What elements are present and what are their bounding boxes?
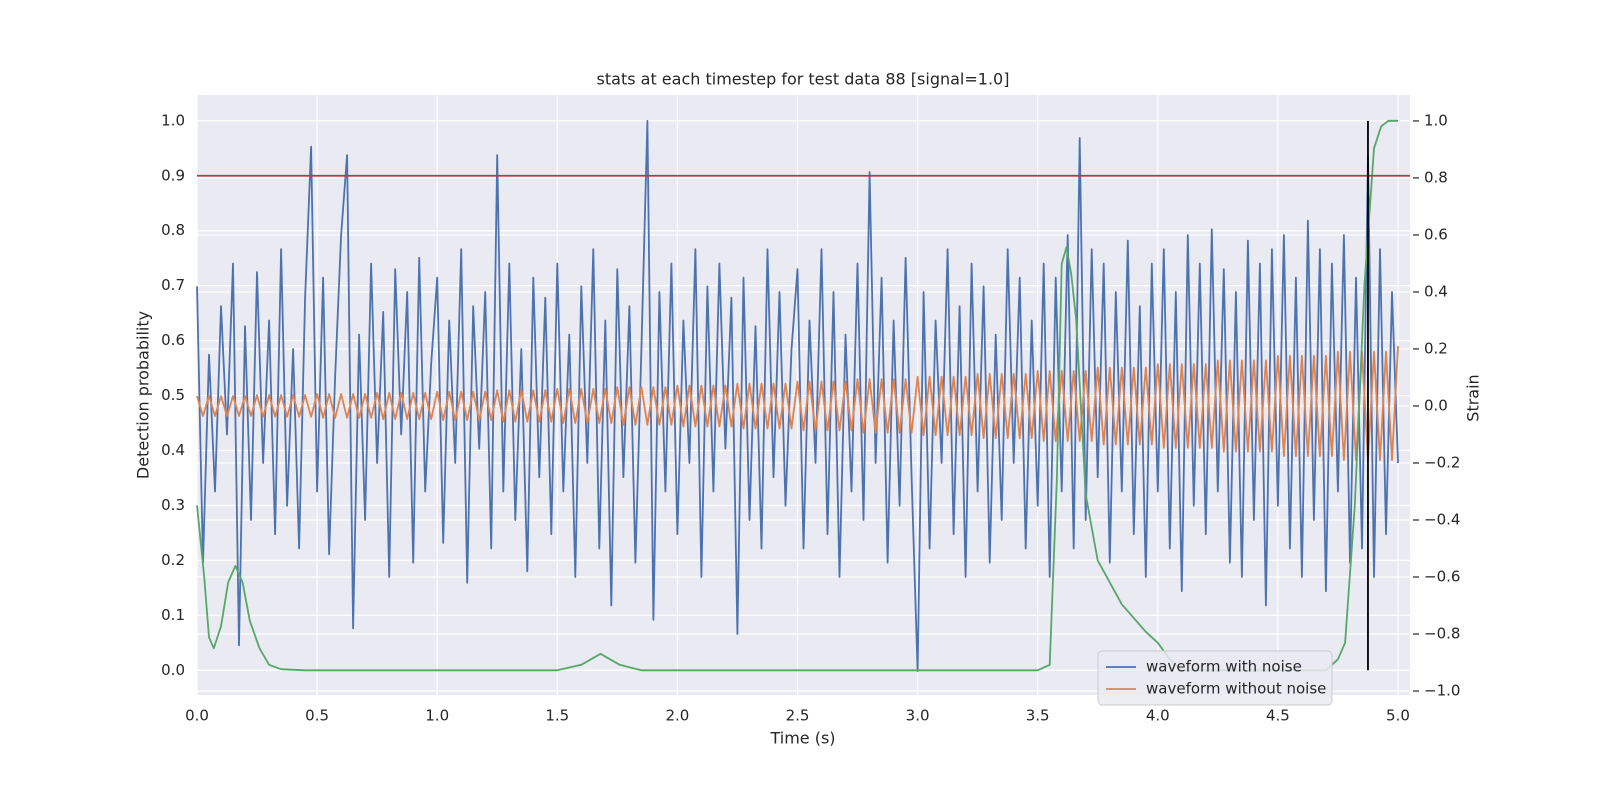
y-tick-label: 0.3 [161, 496, 185, 514]
x-tick-label: 3.5 [1026, 707, 1050, 725]
x-tick-label: 0.5 [305, 707, 329, 725]
legend-box [1097, 650, 1333, 706]
y2-tick-label: 0.2 [1424, 339, 1448, 357]
series-line [196, 346, 1399, 462]
x-axis-label: Time (s) [769, 729, 835, 748]
y2-axis-label: Strain [1464, 374, 1483, 421]
legend-label: waveform without noise [1146, 680, 1326, 698]
x-tick-label: 4.0 [1146, 707, 1170, 725]
y2-tick-label: −0.6 [1424, 567, 1460, 585]
x-tick-label: 3.0 [906, 707, 930, 725]
y-tick-label: 0.5 [161, 386, 185, 404]
x-tick-label: 2.0 [665, 707, 689, 725]
legend-label: waveform with noise [1146, 658, 1302, 676]
y-tick-label: 1.0 [161, 111, 185, 129]
x-tick-label: 1.5 [545, 707, 569, 725]
series-line [196, 120, 1399, 672]
chart-title: stats at each timestep for test data 88 … [597, 70, 1010, 89]
y2-tick-label: −1.0 [1424, 682, 1460, 700]
y2-tick-label: −0.2 [1424, 453, 1460, 471]
y-tick-label: 0.2 [161, 551, 185, 569]
y2-tick-label: 0.6 [1424, 225, 1448, 243]
x-tick-label: 0.0 [185, 707, 209, 725]
y-tick-label: 0.0 [161, 661, 185, 679]
legend: waveform with noise waveform without nois… [1097, 650, 1333, 706]
y2-tick-label: −0.8 [1424, 625, 1460, 643]
x-tick-label: 4.5 [1266, 707, 1290, 725]
y2-tick-label: 0.0 [1424, 396, 1448, 414]
x-tick-label: 1.0 [425, 707, 449, 725]
y-tick-label: 0.9 [161, 166, 185, 184]
y2-tick-label: 0.4 [1424, 282, 1448, 300]
y-tick-label: 0.1 [161, 606, 185, 624]
y2-tick-label: −0.4 [1424, 510, 1460, 528]
y-tick-label: 0.7 [161, 276, 185, 294]
y2-tick-label: 1.0 [1424, 111, 1448, 129]
y2-tick-label: 0.8 [1424, 168, 1448, 186]
y-tick-label: 0.6 [161, 331, 185, 349]
y-tick-label: 0.8 [161, 221, 185, 239]
y-tick-label: 0.4 [161, 441, 185, 459]
y-axis-label: Detection probability [134, 311, 153, 479]
probability-line [196, 119, 1398, 672]
x-tick-label: 5.0 [1386, 707, 1410, 725]
x-tick-label: 2.5 [786, 707, 810, 725]
